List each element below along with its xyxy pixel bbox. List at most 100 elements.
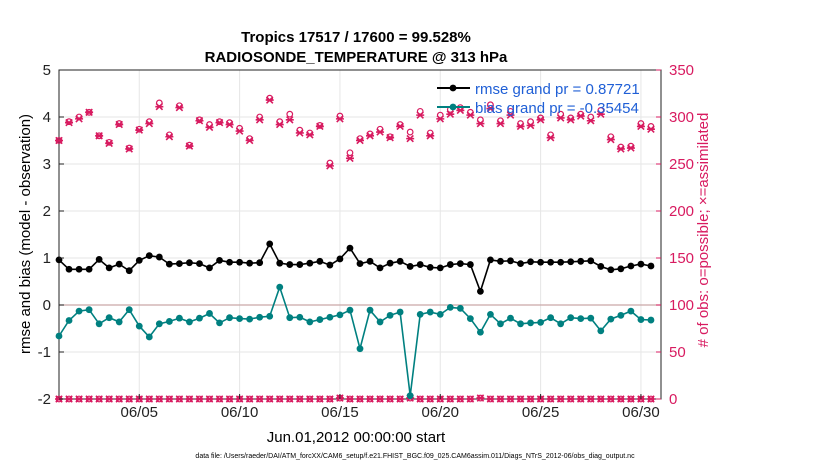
data-file-footnote: data file: /Users/raeder/DAI/ATM_forcXX/… xyxy=(195,453,635,460)
assimilated-obs-marker xyxy=(626,395,635,403)
bias-series-point xyxy=(276,283,284,291)
bias-series-point xyxy=(416,311,424,318)
rmse-series-point xyxy=(155,253,163,261)
assimilated-obs-marker xyxy=(285,116,294,124)
assimilated-obs-marker xyxy=(646,125,655,133)
assimilated-obs-marker xyxy=(486,395,495,403)
possible-obs-marker xyxy=(386,133,394,141)
rmse-series-point xyxy=(316,257,324,265)
assimilated-obs-marker xyxy=(65,395,74,403)
rmse-series-point xyxy=(326,261,334,269)
bias-series-point xyxy=(216,319,223,327)
assimilated-obs-marker xyxy=(426,132,435,140)
rmse-series-point xyxy=(276,259,284,267)
assimilated-obs-marker xyxy=(235,127,244,135)
possible-obs-marker xyxy=(286,110,294,118)
assimilated-obs-marker xyxy=(586,116,595,125)
rmse-series-point xyxy=(236,258,244,266)
rmse-series-point xyxy=(165,260,173,268)
assimilated-obs-marker xyxy=(155,395,164,403)
assimilated-obs-marker xyxy=(225,120,234,129)
assimilated-obs-marker xyxy=(366,132,375,140)
bias-series-point xyxy=(316,316,324,323)
bias-series-point xyxy=(607,315,615,323)
rmse-series-point xyxy=(537,258,544,266)
rmse-series-point xyxy=(567,258,575,266)
assimilated-obs-marker xyxy=(516,395,525,403)
assimilated-obs-marker xyxy=(205,395,214,403)
possible-obs-marker xyxy=(346,149,354,157)
assimilated-obs-marker xyxy=(536,116,545,124)
axis-ticks: 06/05 06/10 06/15 06/20 06/25 06/30 -2 -1 0 1 2 3 4 5… xyxy=(38,62,694,421)
rmse-series-point xyxy=(256,259,264,267)
assimilated-obs-marker xyxy=(185,395,194,403)
assimilated-obs-marker xyxy=(185,142,194,150)
bias-series-point xyxy=(296,313,304,321)
assimilated-obs-marker xyxy=(245,136,254,145)
assimilated-obs-marker xyxy=(476,119,485,128)
rmse-series-point xyxy=(306,259,314,267)
bias-series-point xyxy=(105,314,113,322)
assimilated-obs-marker xyxy=(556,395,565,403)
rmse-series-point xyxy=(125,267,133,275)
assimilated-obs-marker xyxy=(225,395,234,403)
y-axis-label-left: rmse and bias (model - observation) xyxy=(17,114,34,354)
assimilated-obs-marker xyxy=(456,106,465,115)
assimilated-obs-marker xyxy=(295,129,304,137)
assimilated-obs-marker xyxy=(406,134,415,143)
rmse-series-point xyxy=(386,259,394,267)
possible-obs-marker xyxy=(65,118,73,126)
rmse-series-point xyxy=(517,260,524,268)
assimilated-obs-marker xyxy=(215,395,224,403)
bias-series-point xyxy=(366,306,374,314)
rmse-series-point xyxy=(286,261,294,268)
bias-series-point xyxy=(647,316,655,324)
rmse-series-point xyxy=(216,256,223,264)
legend-bias-marker xyxy=(449,103,457,111)
assimilated-obs-marker xyxy=(416,111,425,119)
assimilated-obs-marker xyxy=(95,132,104,140)
legend-bias-label: bias grand pr = -0.35454 xyxy=(475,100,639,117)
assimilated-obs-marker xyxy=(105,139,114,148)
bias-series-point xyxy=(527,319,534,327)
x-tick-label: 06/20 xyxy=(421,404,459,421)
bias-series-point xyxy=(176,314,183,322)
rmse-series-point xyxy=(627,262,635,270)
rmse-series-point xyxy=(376,264,384,272)
assimilated-obs-marker xyxy=(265,395,274,403)
assimilated-obs-marker xyxy=(145,119,154,128)
bias-series-point xyxy=(306,318,314,326)
rmse-series-point xyxy=(587,257,595,265)
assimilated-obs-marker xyxy=(466,395,475,403)
assimilated-obs-marker xyxy=(305,131,314,139)
y-tick-label-left: -1 xyxy=(38,344,51,361)
rmse-series-point xyxy=(196,260,203,268)
assimilated-obs-marker xyxy=(85,108,94,117)
x-axis-label: Jun.01,2012 00:00:00 start xyxy=(267,429,446,446)
bias-series-point xyxy=(95,320,103,328)
assimilated-obs-marker xyxy=(335,115,344,123)
assimilated-obs-marker xyxy=(496,395,505,403)
bias-series-point xyxy=(246,315,254,323)
possible-obs-marker xyxy=(316,122,324,129)
assimilated-obs-marker xyxy=(275,395,284,403)
rmse-series-point xyxy=(65,265,73,273)
rmse-series-point xyxy=(647,262,655,270)
bias-series-point xyxy=(557,320,565,328)
assimilated-obs-marker xyxy=(646,395,655,403)
chart-title-line2: RADIOSONDE_TEMPERATURE @ 313 hPa xyxy=(205,49,508,66)
assimilated-obs-marker xyxy=(345,154,354,163)
y-tick-label-right: 200 xyxy=(669,203,694,220)
bias-series-point xyxy=(125,306,133,314)
rmse-series-point xyxy=(477,287,484,295)
assimilated-obs-marker xyxy=(85,395,94,403)
bias-series-point xyxy=(226,314,233,322)
bias-series-point xyxy=(165,318,173,325)
legend-rmse-marker xyxy=(449,84,457,92)
rmse-series-point xyxy=(487,256,494,264)
bias-series-point xyxy=(236,315,244,323)
assimilated-obs-marker xyxy=(205,123,214,132)
assimilated-obs-marker xyxy=(105,395,114,403)
